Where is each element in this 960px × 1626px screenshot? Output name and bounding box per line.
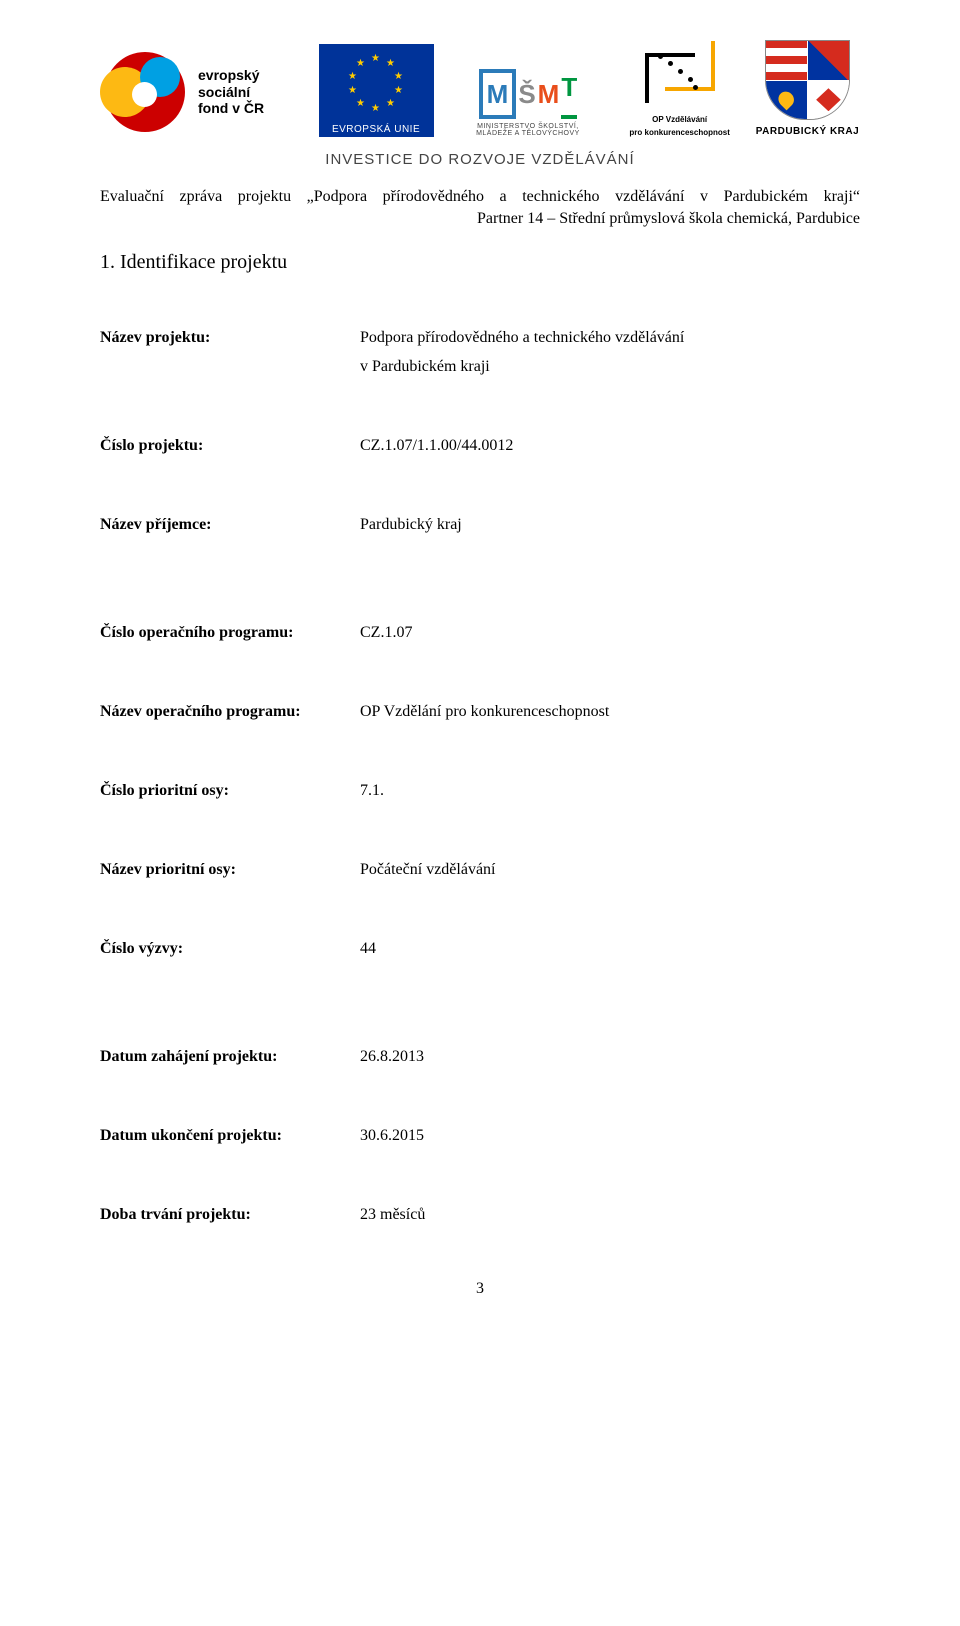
msmt-logo: MŠMT MINISTERSTVO ŠKOLSTVÍ, MLÁDEŽE A TĚ…: [452, 69, 605, 137]
document-page: evropský sociální fond v ČR ★ ★ ★ ★ ★ ★ …: [0, 0, 960, 1358]
logo-bar: evropský sociální fond v ČR ★ ★ ★ ★ ★ ★ …: [100, 40, 860, 137]
eu-caption: EVROPSKÁ UNIE: [319, 122, 434, 137]
row-start-date: Datum zahájení projektu: 26.8.2013: [100, 1043, 860, 1072]
esf-line3: fond v ČR: [198, 100, 264, 117]
header-line2: Partner 14 – Střední průmyslová škola ch…: [100, 208, 860, 230]
label-beneficiary: Název příjemce:: [100, 511, 360, 540]
label-call-number: Číslo výzvy:: [100, 935, 360, 964]
kraj-label: PARDUBICKÝ KRAJ: [756, 126, 859, 137]
label-op-number: Číslo operačního programu:: [100, 619, 360, 648]
value-beneficiary: Pardubický kraj: [360, 511, 860, 540]
value-op-name: OP Vzdělání pro konkurenceschopnost: [360, 698, 860, 727]
label-duration: Doba trvání projektu:: [100, 1201, 360, 1230]
row-op-number: Číslo operačního programu: CZ.1.07: [100, 619, 860, 648]
row-project-name: Název projektu: Podpora přírodovědného a…: [100, 324, 860, 382]
value-axis-name: Počáteční vzdělávání: [360, 856, 860, 885]
value-axis-number: 7.1.: [360, 777, 860, 806]
label-end-date: Datum ukončení projektu:: [100, 1122, 360, 1151]
kraj-logo: PARDUBICKÝ KRAJ: [755, 40, 860, 137]
op-box-icon: [645, 41, 715, 111]
esf-line2: sociální: [198, 84, 264, 101]
row-axis-number: Číslo prioritní osy: 7.1.: [100, 777, 860, 806]
header-line1: Evaluační zpráva projektu „Podpora příro…: [100, 186, 860, 208]
row-call-number: Číslo výzvy: 44: [100, 935, 860, 964]
doc-header: Evaluační zpráva projektu „Podpora příro…: [100, 186, 860, 229]
label-op-name: Název operačního programu:: [100, 698, 360, 727]
op-logo: OP Vzdělávání pro konkurenceschopnost: [622, 41, 737, 137]
label-start-date: Datum zahájení projektu:: [100, 1043, 360, 1072]
eu-flag-icon: ★ ★ ★ ★ ★ ★ ★ ★ ★ ★: [319, 44, 434, 122]
value-start-date: 26.8.2013: [360, 1043, 860, 1072]
value-project-name: Podpora přírodovědného a technického vzd…: [360, 324, 860, 382]
op-sub1: OP Vzdělávání: [652, 115, 707, 124]
esf-line1: evropský: [198, 67, 264, 84]
row-axis-name: Název prioritní osy: Počáteční vzděláván…: [100, 856, 860, 885]
label-axis-number: Číslo prioritní osy:: [100, 777, 360, 806]
value-project-number: CZ.1.07/1.1.00/44.0012: [360, 432, 860, 461]
msmt-letters-icon: MŠMT: [479, 69, 578, 119]
value-end-date: 30.6.2015: [360, 1122, 860, 1151]
section-title: 1. Identifikace projektu: [100, 251, 860, 274]
label-project-name: Název projektu:: [100, 324, 360, 353]
esf-logo: evropský sociální fond v ČR: [100, 47, 301, 137]
value-op-number: CZ.1.07: [360, 619, 860, 648]
op-sub2: pro konkurenceschopnost: [629, 128, 729, 137]
invest-line: INVESTICE DO ROZVOJE VZDĚLÁVÁNÍ: [100, 151, 860, 168]
page-number: 3: [100, 1280, 860, 1298]
kraj-shield-icon: [765, 40, 850, 120]
row-beneficiary: Název příjemce: Pardubický kraj: [100, 511, 860, 540]
eu-logo: ★ ★ ★ ★ ★ ★ ★ ★ ★ ★ EVROPSKÁ UNIE: [319, 44, 434, 137]
label-project-number: Číslo projektu:: [100, 432, 360, 461]
value-duration: 23 měsíců: [360, 1201, 860, 1230]
msmt-sub2: MLÁDEŽE A TĚLOVÝCHOVY: [476, 130, 580, 137]
value-call-number: 44: [360, 935, 860, 964]
row-project-number: Číslo projektu: CZ.1.07/1.1.00/44.0012: [100, 432, 860, 461]
label-axis-name: Název prioritní osy:: [100, 856, 360, 885]
row-op-name: Název operačního programu: OP Vzdělání p…: [100, 698, 860, 727]
msmt-sub1: MINISTERSTVO ŠKOLSTVÍ,: [477, 123, 579, 130]
esf-text: evropský sociální fond v ČR: [198, 67, 264, 117]
esf-swirl-icon: [100, 47, 190, 137]
row-duration: Doba trvání projektu: 23 měsíců: [100, 1201, 860, 1230]
row-end-date: Datum ukončení projektu: 30.6.2015: [100, 1122, 860, 1151]
